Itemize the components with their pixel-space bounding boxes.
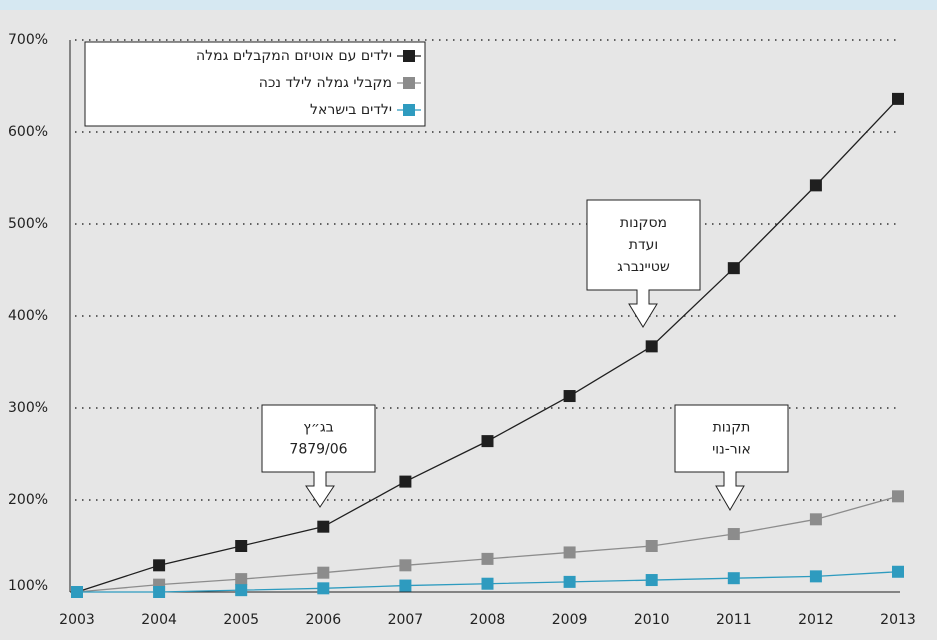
marker (399, 559, 412, 572)
x-tick-label: 2006 (305, 612, 341, 628)
marker (481, 435, 494, 448)
marker (645, 340, 658, 353)
marker (892, 490, 904, 503)
y-tick-label: 500% (8, 216, 48, 232)
marker (317, 520, 330, 533)
marker (563, 575, 576, 588)
callout (261, 404, 376, 508)
annotation-text: בג״ץ (303, 420, 333, 436)
y-tick-label: 300% (8, 400, 48, 416)
x-tick-label: 2012 (798, 612, 834, 628)
x-tick-label: 2011 (716, 612, 752, 628)
marker (399, 475, 412, 488)
marker (317, 566, 330, 579)
x-tick-label: 2007 (388, 612, 424, 628)
marker (645, 540, 658, 552)
marker (235, 573, 248, 586)
legend-marker (403, 77, 415, 89)
marker (809, 179, 822, 192)
marker (892, 565, 904, 578)
legend-label: ילדים בישראל (310, 102, 392, 118)
marker (727, 572, 740, 585)
marker (399, 579, 412, 592)
y-tick-label: 100% (8, 578, 48, 594)
marker (235, 540, 248, 552)
marker (645, 574, 658, 587)
annotation-text: אור-נוי (712, 442, 751, 458)
y-tick-label: 700% (8, 32, 48, 48)
x-tick-label: 2005 (223, 612, 259, 628)
marker (153, 559, 166, 572)
marker (727, 262, 740, 275)
legend-marker (403, 104, 415, 116)
x-tick-label: 2008 (470, 612, 506, 628)
y-tick-label: 400% (8, 308, 48, 324)
y-tick-label: 600% (8, 124, 48, 140)
annotation-text: ועדת (629, 237, 658, 253)
x-tick-label: 2013 (880, 612, 916, 628)
legend-box (84, 41, 426, 127)
callout (674, 404, 789, 511)
annotation-text: 7879/06 (289, 442, 347, 458)
x-tick-label: 2003 (59, 612, 95, 628)
annotation-text: תקנות (713, 420, 751, 436)
marker (892, 92, 904, 105)
marker (317, 582, 330, 595)
legend-label: ילדים עם אוטיזם המקבלים גמלה (196, 48, 392, 64)
marker (235, 584, 248, 597)
annotation-text: מסקנות (620, 215, 667, 231)
callout (586, 199, 701, 328)
legend-label: מקבלי גמלה לילד נכה (259, 75, 392, 91)
legend-marker (403, 50, 415, 62)
marker (481, 577, 494, 590)
x-tick-label: 2010 (634, 612, 670, 628)
marker (563, 390, 576, 403)
marker (153, 586, 166, 598)
marker (809, 513, 822, 526)
x-tick-label: 2004 (141, 612, 177, 628)
marker (809, 570, 822, 583)
marker (481, 552, 494, 565)
annotation-text: שטיינברג (617, 259, 670, 275)
y-tick-label: 200% (8, 492, 48, 508)
marker (727, 528, 740, 541)
marker (563, 546, 576, 559)
top-strip (0, 0, 937, 10)
marker (71, 586, 83, 598)
x-tick-label: 2009 (552, 612, 588, 628)
